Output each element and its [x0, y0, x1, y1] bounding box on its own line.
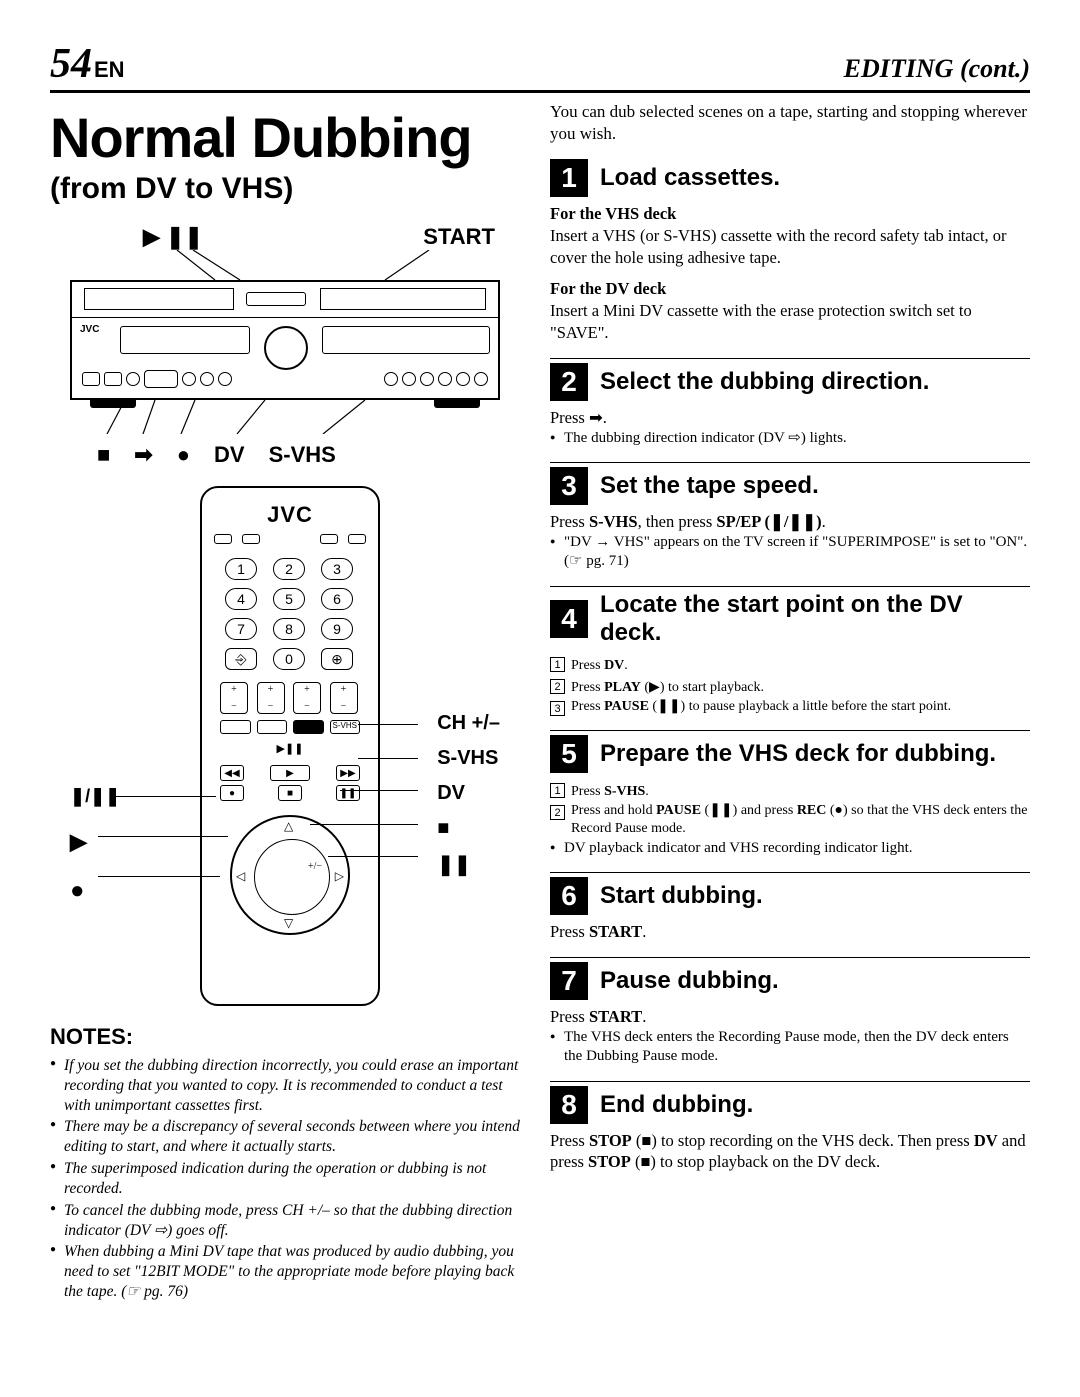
notes-title: NOTES: — [50, 1024, 520, 1050]
step-title: Select the dubbing direction. — [600, 368, 929, 396]
step4-line2: Press PLAY (▶) to start playback. — [571, 679, 764, 697]
step-title: End dubbing. — [600, 1091, 753, 1119]
note-item: There may be a discrepancy of several se… — [50, 1117, 520, 1157]
page-lang: EN — [94, 57, 125, 82]
note-item: If you set the dubbing direction incorre… — [50, 1056, 520, 1115]
note-item: When dubbing a Mini DV tape that was pro… — [50, 1242, 520, 1301]
step-title: Pause dubbing. — [600, 967, 779, 995]
step1-sub1-text: Insert a VHS (or S-VHS) cassette with th… — [550, 225, 1030, 269]
transport-row: ◀◀▶▶▶ — [220, 765, 360, 781]
step5-bullet: DV playback indicator and VHS recording … — [550, 839, 1030, 859]
label-arrow-icon: ➡ — [134, 442, 152, 468]
jog-ring: △ ▽ ◁ ▷ +/− — [230, 815, 350, 935]
remote-label-svhs: S-VHS — [437, 747, 498, 770]
step7-bullet: The VHS deck enters the Recording Pause … — [550, 1028, 1030, 1067]
step-number: 6 — [550, 877, 588, 915]
vcr-diagram: ▶ ❚❚ START JVC — [65, 224, 505, 468]
page-number: 54 — [50, 41, 92, 87]
label-rec-icon: ● — [177, 442, 190, 468]
remote-label-pause: ❚❚ — [437, 852, 471, 877]
step-number: 1 — [550, 159, 588, 197]
step2-body: Press ➡. — [550, 407, 1030, 429]
step-title: Set the tape speed. — [600, 472, 819, 500]
num-pad: 123 456 789 ⎆0⊕ — [225, 558, 355, 670]
note-item: To cancel the dubbing mode, press CH +/–… — [50, 1201, 520, 1241]
step7-body: Press START. — [550, 1006, 1030, 1028]
remote-label-dv: DV — [437, 782, 465, 805]
step-number: 7 — [550, 962, 588, 1000]
step-8: 8 End dubbing. Press STOP (■) to stop re… — [550, 1081, 1030, 1174]
label-play-pause: ▶ ❚❚ — [143, 224, 203, 250]
notes-list: If you set the dubbing direction incorre… — [50, 1056, 520, 1302]
subtitle: (from DV to VHS) — [50, 172, 520, 206]
step-number: 5 — [550, 735, 588, 773]
step8-body: Press STOP (■) to stop recording on the … — [550, 1130, 1030, 1174]
label-svhs: S-VHS — [269, 442, 336, 468]
main-title: Normal Dubbing — [50, 105, 520, 170]
remote-body: JVC 123 456 789 ⎆0⊕ +− +− +− +− — [200, 486, 380, 1006]
step1-sub2-head: For the DV deck — [550, 278, 1030, 300]
label-stop-icon: ■ — [97, 442, 110, 468]
left-column: Normal Dubbing (from DV to VHS) ▶ ❚❚ STA… — [50, 101, 520, 1304]
remote-label-ch: CH +/– — [437, 712, 500, 735]
step-number: 8 — [550, 1086, 588, 1124]
section-title: EDITING (cont.) — [844, 54, 1030, 84]
step-number: 2 — [550, 363, 588, 401]
step6-body: Press START. — [550, 921, 1030, 943]
step4-line3: Press PAUSE (❚❚) to pause playback a lit… — [571, 698, 951, 716]
page-header: 54EN EDITING (cont.) — [50, 40, 1030, 93]
step5-line1: Press S-VHS. — [571, 783, 649, 801]
vcr-unit: JVC — [70, 280, 500, 400]
step-2: 2 Select the dubbing direction. Press ➡.… — [550, 358, 1030, 448]
remote-label-rec: ● — [70, 877, 85, 905]
note-item: The superimposed indication during the o… — [50, 1159, 520, 1199]
step-title: Locate the start point on the DV deck. — [600, 591, 1030, 647]
remote-label-spep: ❚/❚❚ — [70, 786, 120, 807]
step3-body: Press S-VHS, then press SP/EP (❚/❚❚). — [550, 511, 1030, 533]
step-6: 6 Start dubbing. Press START. — [550, 872, 1030, 943]
step-3: 3 Set the tape speed. Press S-VHS, then … — [550, 462, 1030, 572]
step-title: Prepare the VHS deck for dubbing. — [600, 740, 996, 768]
step3-bullet: "DV → VHS" appears on the TV screen if "… — [550, 533, 1030, 572]
remote-diagram: JVC 123 456 789 ⎆0⊕ +− +− +− +− — [70, 486, 500, 1016]
label-start: START — [423, 224, 495, 250]
step-5: 5 Prepare the VHS deck for dubbing. 1Pre… — [550, 730, 1030, 858]
step5-line2: Press and hold PAUSE (❚❚) and press REC … — [571, 802, 1030, 839]
remote-label-play: ▶ — [70, 829, 87, 855]
step-1: 1 Load cassettes. For the VHS deck Inser… — [550, 159, 1030, 344]
step-title: Start dubbing. — [600, 882, 763, 910]
label-dv: DV — [214, 442, 245, 468]
step-7: 7 Pause dubbing. Press START. The VHS de… — [550, 957, 1030, 1067]
page-number-block: 54EN — [50, 40, 125, 88]
step-number: 3 — [550, 467, 588, 505]
step-4: 4 Locate the start point on the DV deck.… — [550, 586, 1030, 716]
remote-label-stop: ■ — [437, 817, 449, 840]
control-grid: +− +− +− +− — [220, 682, 360, 714]
remote-brand: JVC — [202, 502, 378, 528]
step2-bullet: The dubbing direction indicator (DV ⇨) l… — [550, 429, 1030, 449]
step4-line1: Press DV. — [571, 657, 628, 675]
step-number: 4 — [550, 600, 588, 638]
right-column: You can dub selected scenes on a tape, s… — [550, 101, 1030, 1304]
step1-sub1-head: For the VHS deck — [550, 203, 1030, 225]
intro-text: You can dub selected scenes on a tape, s… — [550, 101, 1030, 145]
step-title: Load cassettes. — [600, 164, 780, 192]
step1-sub2-text: Insert a Mini DV cassette with the erase… — [550, 300, 1030, 344]
